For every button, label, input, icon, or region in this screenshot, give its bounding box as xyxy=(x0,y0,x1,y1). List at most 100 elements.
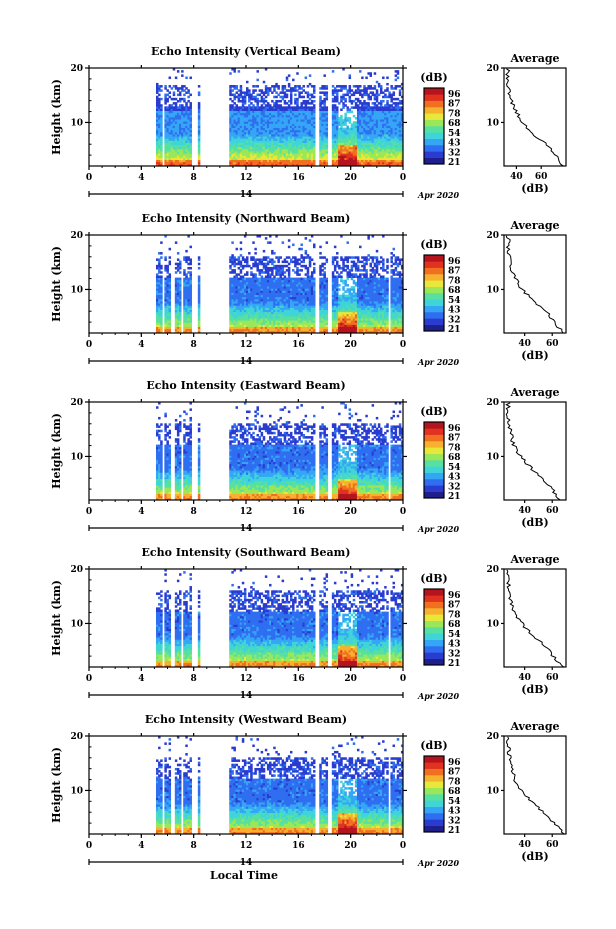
heatmap-cell xyxy=(246,315,249,319)
heatmap-cell xyxy=(287,290,291,293)
heatmap-cell xyxy=(235,129,239,133)
heatmap-cell xyxy=(260,322,264,325)
heatmap-cell xyxy=(231,296,234,300)
heatmap-cell xyxy=(166,112,169,116)
heatmap-cell xyxy=(241,256,245,259)
heatmap-cell xyxy=(235,144,239,148)
heatmap-cell xyxy=(233,322,236,325)
heatmap-cell xyxy=(300,326,303,330)
heatmap-cell xyxy=(197,290,201,293)
heatmap-cell xyxy=(243,303,247,306)
heatmap-cell xyxy=(269,129,272,133)
heatmap-cell xyxy=(321,106,324,109)
heatmap-cell xyxy=(285,106,289,109)
heatmap-cell xyxy=(266,256,270,259)
heatmap-cell xyxy=(275,136,278,139)
heatmap-cell xyxy=(342,148,345,152)
heatmap-cell xyxy=(333,138,337,141)
heatmap-cell xyxy=(365,157,368,161)
heatmap-cell xyxy=(354,117,358,120)
heatmap-cell xyxy=(264,153,268,156)
heatmap-cell xyxy=(266,262,270,266)
heatmap-cell xyxy=(285,292,289,296)
heatmap-cell xyxy=(346,159,349,163)
heatmap-cell xyxy=(394,74,398,77)
heatmap-cell xyxy=(273,328,276,332)
heatmap-cell xyxy=(266,161,270,165)
heatmap-cell xyxy=(390,140,393,143)
heatmap-cell xyxy=(289,318,293,321)
heatmap-cell xyxy=(373,102,377,105)
heatmap-cell xyxy=(398,148,402,152)
heatmap-cell xyxy=(294,136,297,139)
heatmap-cell xyxy=(277,303,280,306)
heatmap-cell xyxy=(321,99,324,103)
heatmap-cell xyxy=(275,315,278,319)
heatmap-cell xyxy=(373,93,377,97)
heatmap-cell xyxy=(289,290,293,293)
heatmap-cell xyxy=(168,138,172,141)
heatmap-cell xyxy=(266,303,270,306)
heatmap-cell xyxy=(396,110,400,114)
heatmap-cell xyxy=(160,275,163,279)
heatmap-cell xyxy=(183,309,186,313)
heatmap-cell xyxy=(233,110,236,114)
heatmap-cell xyxy=(235,275,239,279)
heatmap-cell xyxy=(392,157,396,161)
heatmap-cell xyxy=(310,134,314,137)
heatmap-cell xyxy=(300,155,303,158)
heatmap-cell xyxy=(300,296,303,300)
heatmap-cell xyxy=(158,102,161,105)
heatmap-cell xyxy=(176,117,180,120)
heatmap-cell xyxy=(172,85,176,88)
heatmap-cell xyxy=(166,153,169,156)
heatmap-cell xyxy=(296,326,299,330)
heatmap-cell xyxy=(394,110,398,114)
heatmap-cell xyxy=(384,148,387,152)
heatmap-cell xyxy=(323,91,326,94)
heatmap-cell xyxy=(277,322,280,325)
heatmap-cell xyxy=(252,112,255,116)
heatmap-cell xyxy=(400,142,404,146)
heatmap-cell xyxy=(369,131,372,135)
heatmap-cell xyxy=(359,142,362,146)
heatmap-cell xyxy=(189,119,192,122)
heatmap-cell xyxy=(229,119,232,122)
heatmap-cell xyxy=(262,123,266,126)
heatmap-cell xyxy=(361,157,364,161)
heatmap-cell xyxy=(241,311,245,315)
heatmap-cell xyxy=(390,138,393,141)
heatmap-cell xyxy=(258,281,262,285)
heatmap-cell xyxy=(285,117,289,120)
heatmap-cell xyxy=(279,136,282,139)
heatmap-cell xyxy=(164,315,167,319)
heatmap-cell xyxy=(235,163,239,167)
heatmap-cell xyxy=(237,108,241,112)
heatmap-cell xyxy=(277,284,280,287)
heatmap-cell xyxy=(304,266,308,270)
heatmap-cell xyxy=(321,110,324,114)
heatmap-cell xyxy=(379,148,383,152)
heatmap-cell xyxy=(386,144,389,148)
heatmap-cell xyxy=(275,328,278,332)
heatmap-cell xyxy=(308,119,312,122)
heatmap-cell xyxy=(189,121,192,124)
heatmap-cell xyxy=(229,281,232,285)
heatmap-cell xyxy=(300,281,303,285)
heatmap-cell xyxy=(294,163,297,167)
heatmap-cell xyxy=(241,163,245,167)
heatmap-cell xyxy=(246,146,249,150)
heatmap-cell xyxy=(231,277,234,281)
heatmap-cell xyxy=(302,311,306,315)
heatmap-cell xyxy=(237,151,241,154)
heatmap-cell xyxy=(285,78,289,82)
heatmap-cell xyxy=(181,114,184,118)
heatmap-cell xyxy=(179,108,182,112)
heatmap-cell xyxy=(367,129,370,133)
heatmap-cell xyxy=(365,112,368,116)
heatmap-cell xyxy=(174,318,178,321)
heatmap-cell xyxy=(271,110,274,114)
heatmap-cell xyxy=(155,146,159,150)
heatmap-cell xyxy=(262,131,266,135)
heatmap-cell xyxy=(262,303,266,306)
